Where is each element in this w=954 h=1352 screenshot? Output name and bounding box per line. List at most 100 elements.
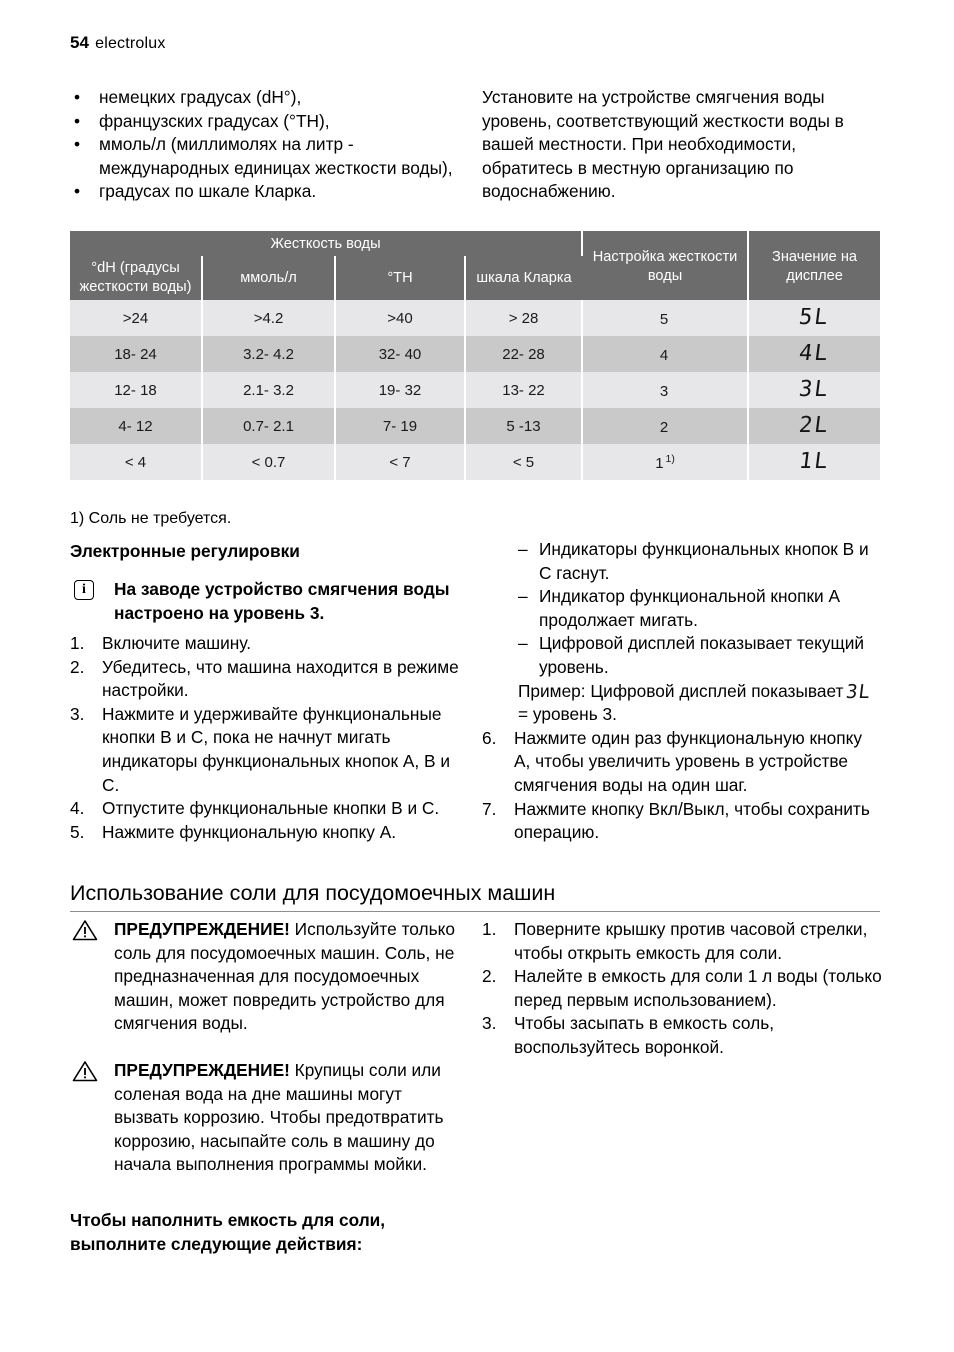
cell-th: 19- 32 [334, 372, 466, 408]
list-item: 3. Нажмите и удерживайте функциональные к… [70, 703, 470, 797]
list-item: 3. Чтобы засыпать в емкость соль, восполь… [482, 1012, 882, 1059]
list-item-text: Налейте в емкость для соли 1 л воды (тол… [514, 966, 882, 1010]
list-item-text: французских градусах (°TH), [99, 110, 330, 131]
cell-th: >40 [334, 300, 466, 336]
list-item-text: Убедитесь, что машина находится в режиме… [102, 656, 459, 701]
warning-triangle-icon [72, 1061, 98, 1082]
electronic-steps-left: 1. Включите машину. 2. Убедитесь, что маши… [70, 632, 470, 844]
table-footnote: 1) Соль не требуется. [70, 510, 232, 527]
lcd-display-value: 5L [797, 305, 832, 330]
cell-setting: 5 [581, 300, 750, 336]
dash-list: – Индикаторы функциональных кнопок B и C … [482, 538, 882, 680]
warning-text: Используйте только соль для посудомоечны… [114, 919, 455, 1034]
cell-clark: 13- 22 [463, 372, 584, 408]
cell-setting: 3 [581, 372, 750, 408]
intro-paragraph: Установите на устройстве смягчения воды … [482, 87, 844, 202]
warning-title: ПРЕДУПРЕЖДЕНИЕ! [114, 1060, 290, 1080]
warning-block: ПРЕДУПРЕЖДЕНИЕ! Крупицы соли или соленая… [70, 1059, 470, 1177]
setting-value: 2 [659, 418, 669, 436]
lcd-display-value: 3L [797, 377, 832, 402]
cell-mmol: >4.2 [201, 300, 336, 336]
cell-display: 5L [747, 300, 881, 336]
list-item: 7. Нажмите кнопку Вкл/Выкл, чтобы сохрани… [482, 798, 882, 845]
cell-dh: >24 [70, 300, 203, 336]
info-note-block: i На заводе устройство смягчения воды на… [70, 578, 470, 625]
list-item-text: Отпустите функциональные кнопки B и C. [102, 798, 440, 819]
water-hardness-table: Жесткость воды Настройка жесткости воды … [70, 231, 881, 480]
table-body: >24 >4.2 >40 > 28 5 5L 18- 24 3.2- 4.2 3… [70, 300, 881, 480]
list-item: • французских градусах (°TH), [70, 110, 470, 134]
list-item: 4. Отпустите функциональные кнопки B и C. [70, 797, 470, 821]
page-number: 54 [70, 33, 90, 52]
table-group-header-water-hardness: Жесткость воды [70, 231, 584, 256]
dash-marker: – [518, 539, 528, 559]
list-item-text: Нажмите функциональную кнопку A. [102, 821, 397, 842]
bullet-marker: • [74, 134, 81, 155]
table-head: Жесткость воды Настройка жесткости воды … [70, 231, 881, 300]
list-item: – Цифровой дисплей показывает текущий уро… [518, 632, 882, 679]
cell-dh: < 4 [70, 444, 203, 480]
dash-marker: – [518, 633, 528, 654]
table-row: < 4 < 0.7 < 7 < 5 1 1) 1L [70, 444, 881, 480]
brand-name: electrolux [95, 35, 166, 52]
list-item-number: 3. [70, 703, 85, 724]
warning-title: ПРЕДУПРЕЖДЕНИЕ! [114, 919, 290, 939]
lcd-display-value: 3L [845, 680, 873, 703]
list-item-number: 7. [482, 798, 497, 819]
list-item: 6. Нажмите один раз функциональную кнопку… [482, 727, 882, 798]
list-item-number: 2. [70, 656, 85, 677]
list-item-text: ммоль/л (миллимолях на литр - международ… [99, 134, 453, 178]
table-row: >24 >4.2 >40 > 28 5 5L [70, 300, 881, 336]
bullet-marker: • [74, 87, 81, 107]
numbered-list: 6. Нажмите один раз функциональную кнопку… [482, 727, 882, 845]
list-item-number: 1. [482, 919, 497, 939]
example-line: Пример: Цифровой дисплей показывает3L = у… [482, 680, 882, 727]
list-item-text: Поверните крышку против часовой стрелки,… [514, 919, 868, 963]
list-item: 2. Налейте в емкость для соли 1 л воды (т… [482, 965, 882, 1012]
cell-setting: 4 [581, 336, 750, 372]
list-item-number: 1. [70, 633, 85, 653]
list-item-text: немецких градусах (dH°), [99, 87, 302, 107]
dash-marker: – [518, 586, 528, 607]
list-item-text: Индикаторы функциональных кнопок B и C г… [539, 539, 869, 583]
cell-dh: 12- 18 [70, 372, 203, 408]
list-item: 5. Нажмите функциональную кнопку A. [70, 821, 470, 845]
cell-display: 2L [747, 408, 881, 444]
list-item: 1. Включите машину. [70, 632, 470, 656]
document-page: 54 electrolux • немецких градусах (dH°), •… [70, 0, 882, 1352]
info-note-text: На заводе устройство смягчения воды наст… [114, 579, 450, 623]
section-heading-salt: Использование соли для посудомоечных маш… [70, 879, 880, 912]
list-item-text: Нажмите и удерживайте функциональные кно… [102, 703, 451, 795]
warning-triangle-icon [72, 920, 98, 941]
bullet-marker: • [74, 110, 81, 131]
cell-dh: 18- 24 [70, 336, 203, 372]
table-header-row: °dH (градусы жесткости воды) ммоль/л °TH… [70, 256, 880, 300]
table-row: 18- 24 3.2- 4.2 32- 40 22- 28 4 4L [70, 336, 881, 372]
salt-fill-intro-line: Чтобы наполнить емкость для соли, выполн… [70, 1210, 386, 1254]
list-item-text: Нажмите кнопку Вкл/Выкл, чтобы сохранить… [514, 798, 870, 843]
table-header-clark: шкала Кларка [463, 256, 583, 300]
bullet-marker: • [74, 181, 81, 202]
setting-value: 3 [659, 382, 669, 400]
example-prefix: Пример: Цифровой дисплей показывает [518, 680, 844, 701]
setting-value: 4 [659, 346, 669, 364]
list-item-text: Нажмите один раз функциональную кнопку A… [514, 727, 862, 795]
list-item-text: Чтобы засыпать в емкость соль, воспользу… [514, 1013, 775, 1057]
table-group-header-row: Жесткость воды Настройка жесткости воды … [70, 231, 881, 300]
example-suffix: = уровень 3. [518, 704, 617, 725]
cell-display: 3L [747, 372, 881, 408]
table-header-th: °TH [334, 256, 466, 300]
cell-clark: 22- 28 [463, 336, 584, 372]
lcd-display-value: 1L [797, 449, 832, 474]
info-icon: i [74, 580, 94, 600]
table-row: 12- 18 2.1- 3.2 19- 32 13- 22 3 3L [70, 372, 881, 408]
table-header-mmol: ммоль/л [201, 256, 336, 300]
table-header-setting: Настройка жесткости воды [582, 231, 750, 300]
info-note: i На заводе устройство смягчения воды на… [70, 578, 470, 625]
list-item-number: 6. [482, 727, 497, 748]
cell-setting: 2 [581, 408, 750, 444]
list-item-text: Включите машину. [102, 633, 251, 653]
list-item-text: Цифровой дисплей показывает текущий уров… [539, 633, 865, 677]
table-row: 4- 12 0.7- 2.1 7- 19 5 -13 2 2L [70, 408, 881, 444]
cell-mmol: < 0.7 [201, 444, 336, 480]
